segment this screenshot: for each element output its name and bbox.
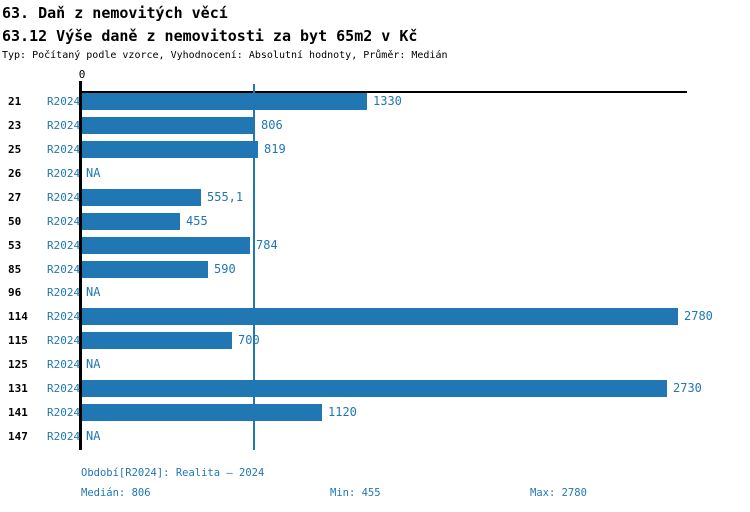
value-label: 700 xyxy=(238,333,260,348)
chart-row: 115 R2024 700 xyxy=(0,332,750,350)
category-label: 50 xyxy=(8,214,22,228)
category-label: 21 xyxy=(8,95,22,108)
chart-row: 85 R2024 590 xyxy=(0,260,750,278)
x-axis-line xyxy=(79,91,687,93)
value-label: 819 xyxy=(264,141,286,156)
category-label: 53 xyxy=(8,238,22,252)
category-label: 27 xyxy=(8,190,22,204)
median-reference-line xyxy=(253,84,255,450)
chart-row: 53 R2024 784 xyxy=(0,236,750,254)
value-label: 455 xyxy=(186,213,208,228)
series-label: R2024 xyxy=(47,118,81,132)
bar xyxy=(82,93,367,110)
chart-row: 141 R2024 1120 xyxy=(0,404,750,422)
chart-row: 96 R2024 NA xyxy=(0,284,750,301)
value-label: 590 xyxy=(214,261,236,276)
value-label: 1120 xyxy=(328,405,357,420)
series-label: R2024 xyxy=(47,358,81,372)
chart-title: 63.12 Výše daně z nemovitosti za byt 65m… xyxy=(2,27,418,45)
na-label: NA xyxy=(86,165,101,180)
value-label: 2780 xyxy=(684,309,713,324)
chart-row: 23 R2024 806 xyxy=(0,116,750,134)
na-label: NA xyxy=(86,285,101,300)
bar xyxy=(82,404,322,422)
series-label: R2024 xyxy=(47,214,81,228)
series-label: R2024 xyxy=(47,166,81,180)
chart-row: 25 R2024 819 xyxy=(0,140,750,158)
value-label: 2730 xyxy=(673,381,702,396)
category-label: 147 xyxy=(8,430,28,444)
bar xyxy=(82,380,667,398)
footer-min-label: Min: 455 xyxy=(330,487,381,499)
bar xyxy=(82,260,208,278)
chart-row: 131 R2024 2730 xyxy=(0,380,750,398)
category-label: 85 xyxy=(8,262,22,276)
chart-row: 21 R2024 1330 xyxy=(0,93,750,110)
footer-median-label: Medián: 806 xyxy=(81,487,151,499)
bar xyxy=(82,188,201,206)
series-label: R2024 xyxy=(47,238,81,252)
series-label: R2024 xyxy=(47,95,81,108)
series-label: R2024 xyxy=(47,406,81,420)
series-label: R2024 xyxy=(47,262,81,276)
series-label: R2024 xyxy=(47,430,81,444)
chart-row: 147 R2024 NA xyxy=(0,428,750,445)
y-axis-line xyxy=(79,81,82,450)
category-label: 114 xyxy=(8,310,28,324)
value-label: 1330 xyxy=(373,94,402,108)
na-label: NA xyxy=(86,429,101,444)
chart-meta-line: Typ: Počítaný podle vzorce, Vyhodnocení:… xyxy=(2,50,448,61)
series-label: R2024 xyxy=(47,190,81,204)
footer-period-label: Období[R2024]: Realita – 2024 xyxy=(81,467,265,479)
series-label: R2024 xyxy=(47,310,81,324)
series-label: R2024 xyxy=(47,334,81,348)
value-label: 555,1 xyxy=(207,189,244,204)
value-label: 784 xyxy=(256,237,278,252)
category-label: 125 xyxy=(8,358,28,372)
value-label: 806 xyxy=(261,117,283,132)
category-label: 115 xyxy=(8,334,28,348)
chart-row: 50 R2024 455 xyxy=(0,212,750,230)
bar xyxy=(82,308,678,326)
series-label: R2024 xyxy=(47,286,81,300)
bar xyxy=(82,332,232,350)
category-label: 25 xyxy=(8,142,22,156)
na-label: NA xyxy=(86,357,101,372)
chart-row: 114 R2024 2780 xyxy=(0,308,750,326)
bar xyxy=(82,140,258,158)
bar xyxy=(82,212,180,230)
series-label: R2024 xyxy=(47,382,81,396)
bar xyxy=(82,116,255,134)
chart-row: 27 R2024 555,1 xyxy=(0,188,750,206)
category-label: 26 xyxy=(8,166,22,180)
category-label: 23 xyxy=(8,118,22,132)
bar xyxy=(82,236,250,254)
chart-row: 26 R2024 NA xyxy=(0,165,750,182)
category-label: 141 xyxy=(8,406,28,420)
report-title: 63. Daň z nemovitých věcí xyxy=(2,4,228,22)
chart-row: 125 R2024 NA xyxy=(0,356,750,373)
category-label: 96 xyxy=(8,286,22,300)
series-label: R2024 xyxy=(47,142,81,156)
category-label: 131 xyxy=(8,382,28,396)
footer-max-label: Max: 2780 xyxy=(530,487,587,499)
x-axis-zero-tick-label: 0 xyxy=(78,68,86,81)
